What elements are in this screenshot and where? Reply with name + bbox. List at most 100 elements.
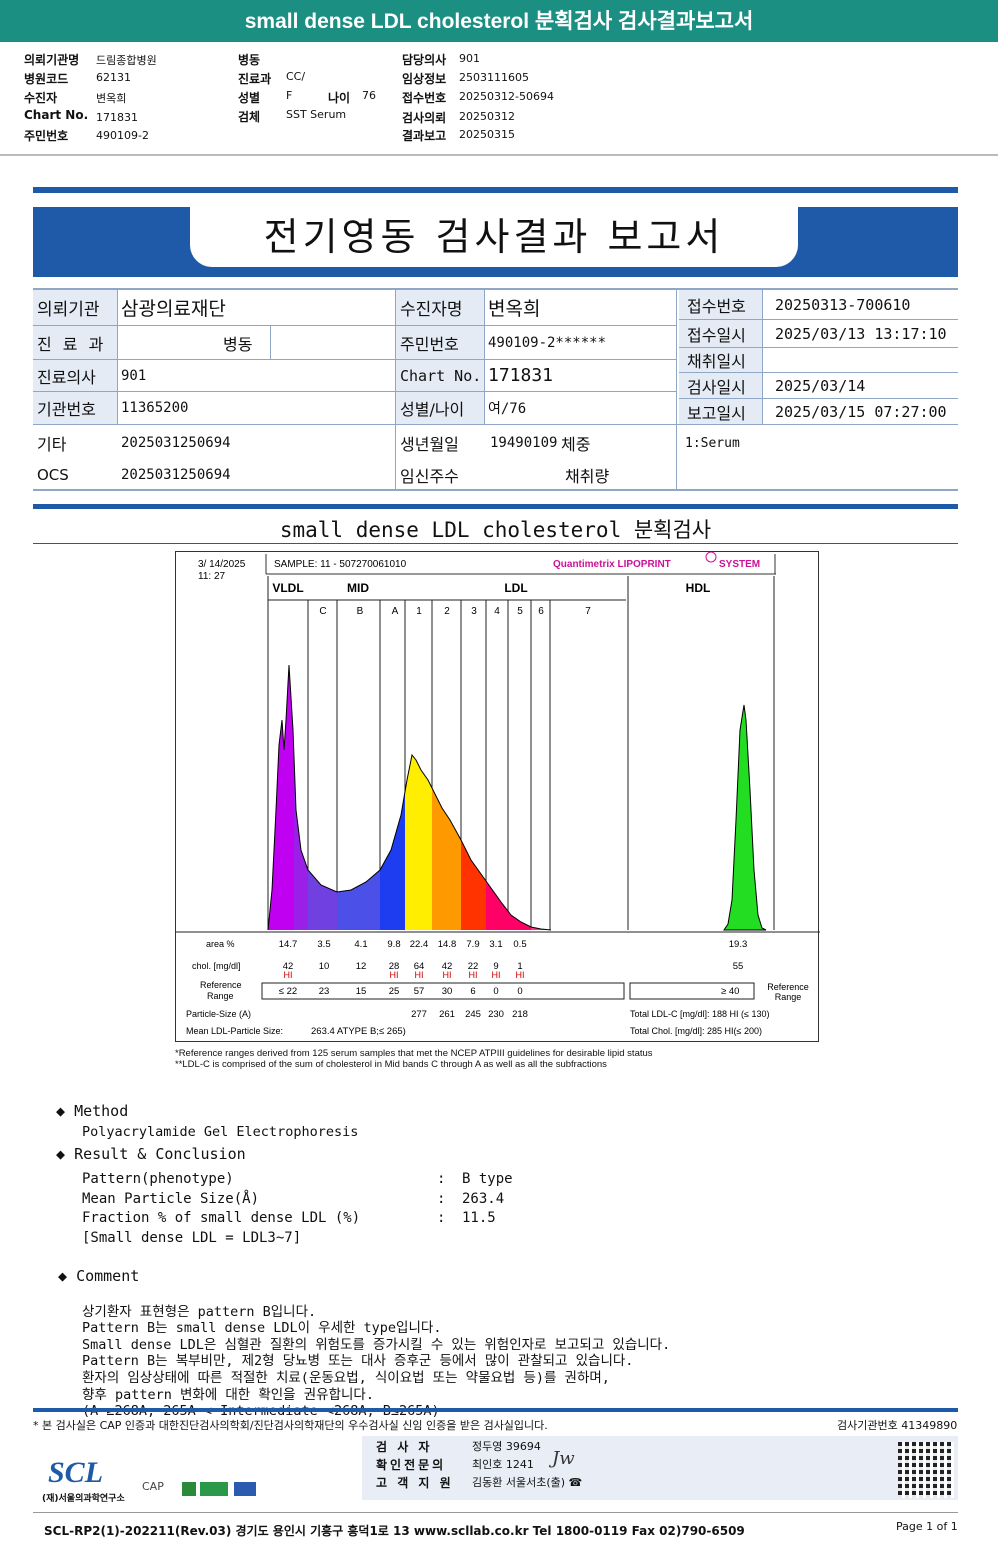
density-segment [432, 788, 461, 930]
ref-right-label-2: Range [775, 992, 802, 1002]
header-dept-label: 진료과 [238, 72, 272, 86]
chart-svg: 3/ 14/2025 11: 27 SAMPLE: 11 - 507270061… [176, 551, 820, 1037]
header-specimen-label: 검체 [238, 110, 261, 124]
sexage-label: 성별/나이 [400, 400, 465, 419]
result-label-3: Fraction % of small dense LDL (%) [82, 1210, 361, 1226]
chol-value-5: 1 [517, 961, 522, 972]
diamond-icon: ◆ [56, 1102, 75, 1120]
band-label-c: C [319, 606, 326, 617]
name-label: 수진자명 [400, 300, 463, 320]
row-label-psize: Particle-Size (A) [186, 1009, 251, 1019]
header-inst-label: 의뢰기관명 [24, 53, 80, 67]
footer-line [33, 1512, 958, 1513]
amount-label: 채취량 [565, 467, 610, 486]
header-ward-label: 병동 [238, 53, 261, 67]
signature-image: Jw [552, 1448, 575, 1469]
dept-label: 진 료 과 [37, 334, 107, 354]
header-clinical-label: 임상정보 [402, 72, 447, 86]
inst-label: 의뢰기관 [37, 300, 100, 320]
chart-value: 171831 [488, 365, 554, 386]
mean-size-value: 263.4 ATYPE B;≤ 265) [311, 1026, 406, 1037]
ref-value-b: 15 [356, 986, 367, 997]
group-label-ldl: LDL [504, 581, 527, 595]
area-value-hdl: 19.3 [729, 939, 748, 950]
particle-size-value: 245 [465, 1009, 481, 1020]
method-text: Polyacrylamide Gel Electrophoresis [82, 1124, 359, 1140]
header-dept-value: CC/ [286, 70, 306, 83]
density-segment [531, 927, 551, 930]
name-value: 변옥희 [488, 298, 541, 320]
header-patient-value: 변옥희 [96, 92, 127, 105]
header-request-value: 20250312 [459, 110, 515, 123]
header-specimen-value: SST Serum [286, 108, 347, 121]
header-patient-label: 수진자 [24, 91, 58, 105]
header-info: 의뢰기관명 드림종합병원 병원코드 62131 수진자 변옥희 Chart No… [0, 42, 998, 156]
footer-address: SCL-RP2(1)-202211(Rev.03) 경기도 용인시 기흥구 흥덕… [44, 1524, 745, 1538]
density-segment [405, 755, 432, 930]
chol-value-hdl: 55 [733, 961, 744, 972]
staff-value-2: 최인호 1241 [472, 1458, 534, 1471]
weight-label: 체중 [561, 435, 591, 454]
header-report-label: 결과보고 [402, 129, 447, 143]
etc-label: 기타 [37, 435, 67, 454]
density-segment [380, 791, 405, 930]
ref-right-label-1: Reference [767, 982, 809, 992]
chol-value-a: 28 [389, 961, 400, 972]
band-label-5: 5 [517, 606, 523, 617]
result-label-1: Pattern(phenotype) [82, 1171, 234, 1187]
collect-label: 채취일시 [687, 352, 746, 371]
area-value-3: 7.9 [466, 939, 479, 950]
dob-label: 생년월일 [400, 435, 459, 454]
diamond-icon: ◆ [58, 1267, 77, 1285]
comment-line: Pattern B는 복부비만, 제2형 당뇨병 또는 대사 증후군 등에서 많… [82, 1353, 634, 1370]
density-segment [268, 665, 294, 930]
method-title: Method [74, 1102, 129, 1120]
result-value-3: 11.5 [462, 1210, 496, 1226]
particle-size-value: 277 [411, 1009, 427, 1020]
result-value-1: B type [462, 1171, 513, 1187]
header-request-label: 검사의뢰 [402, 111, 447, 125]
org-name: (재)서울의과학연구소 [42, 1494, 125, 1504]
etc-value: 2025031250694 [121, 435, 231, 451]
report-banner-title: small dense LDL cholesterol 분획검사 검사결과보고서 [0, 0, 998, 42]
row-label-area: area % [206, 939, 235, 949]
chart-label: Chart No. [400, 366, 482, 385]
band-label-3: 3 [471, 606, 477, 617]
instno-label: 기관번호 [37, 400, 96, 419]
group-label-vldl: VLDL [272, 581, 303, 595]
result-value-2: 263.4 [462, 1191, 505, 1207]
comment-line: Pattern B는 small dense LDL이 우세한 type입니다. [82, 1320, 442, 1337]
area-value-a: 9.8 [387, 939, 400, 950]
staff-label-3: 고 객 지 원 [376, 1476, 454, 1490]
doctor-label: 진료의사 [37, 367, 96, 387]
ref-value-hdl: ≥ 40 [721, 986, 739, 997]
hi-flag-3: HI [469, 970, 478, 980]
group-label-mid: MID [347, 581, 369, 595]
density-segment [508, 911, 531, 930]
ref-value-a: 25 [389, 986, 400, 997]
band-label-4: 4 [494, 606, 500, 617]
rep-value: 2025/03/15 07:27:00 [775, 402, 947, 421]
staff-label-1: 검 사 자 [376, 1440, 433, 1454]
chol-value-3: 22 [468, 961, 479, 972]
header-clinical-value: 2503111605 [459, 71, 529, 84]
header-receipt-value: 20250312-50694 [459, 90, 554, 103]
header-report-value: 20250315 [459, 128, 515, 141]
density-segment [294, 756, 308, 930]
cert-logo-2 [200, 1482, 228, 1496]
recv-value: 2025/03/13 13:17:10 [775, 324, 947, 343]
total-chol: Total Chol. [mg/dl]: 285 HI(≤ 200) [630, 1026, 762, 1036]
density-segment [308, 870, 337, 930]
comment-line: 상기환자 표현형은 pattern B입니다. [82, 1303, 317, 1320]
header-age-label: 나이 [328, 91, 351, 105]
header-inst-value: 드림종합병원 [96, 54, 157, 67]
density-segment [461, 840, 486, 930]
area-value-5: 0.5 [513, 939, 526, 950]
hdl-peak [723, 704, 767, 931]
row-label-ref-1: Reference [200, 980, 242, 990]
comment-heading: ◆ Comment [58, 1267, 139, 1285]
specimen-value: 1:Serum [685, 435, 740, 451]
hi-flag-a: HI [390, 970, 399, 980]
section-title: small dense LDL cholesterol 분획검사 [279, 518, 712, 542]
staff-value-3: 김동환 서울서초(출) ☎ [472, 1476, 583, 1489]
